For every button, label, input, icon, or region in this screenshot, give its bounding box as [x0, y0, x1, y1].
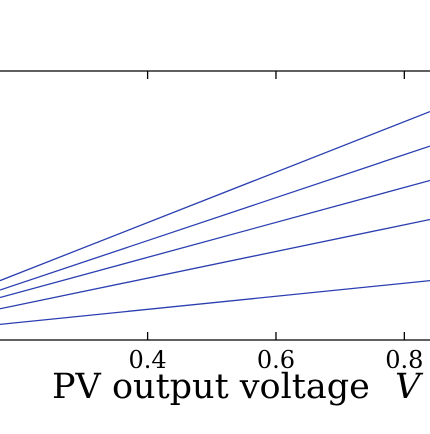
x-axis-label-text: PV output voltage [52, 367, 370, 407]
x-axis-label: PV output voltage V PV [ [52, 367, 430, 424]
series-layer [0, 110, 430, 326]
x-tick-label: 0.6 [257, 346, 295, 374]
x-tick-label: 0.4 [129, 346, 167, 374]
x-tick-labels: 0.4 0.6 0.8 [129, 346, 424, 374]
series-line-4 [0, 218, 430, 310]
series-line-3 [0, 179, 430, 299]
series-line-5 [0, 279, 430, 326]
x-ticks [146, 71, 405, 340]
series-line-2 [0, 145, 430, 291]
x-axis-label-symbol: V [395, 367, 424, 407]
x-tick-label: 0.8 [385, 346, 423, 374]
series-line-1 [0, 110, 430, 282]
